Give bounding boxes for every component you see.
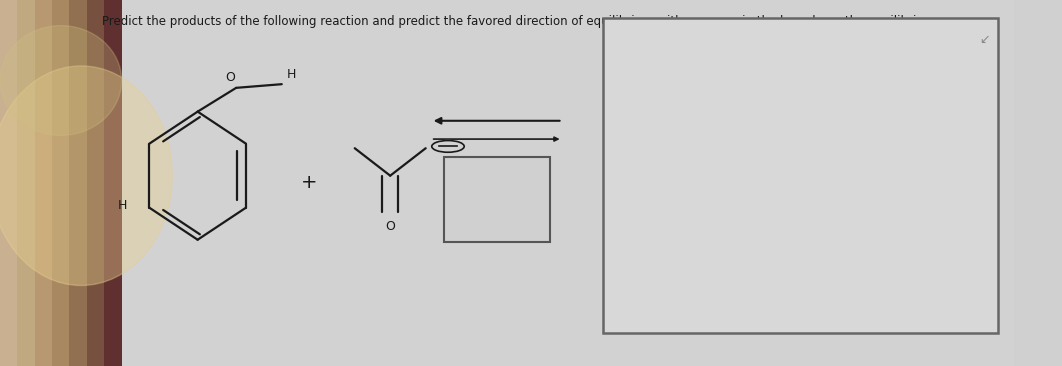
Bar: [603, 18, 998, 333]
Bar: [0, 0, 17, 366]
Bar: [52, 0, 69, 366]
Text: ↙: ↙: [980, 33, 990, 46]
Bar: [35, 0, 52, 366]
Text: O: O: [386, 220, 395, 233]
Ellipse shape: [0, 66, 172, 285]
Bar: [104, 0, 122, 366]
Bar: [87, 0, 104, 366]
Text: O: O: [225, 71, 235, 84]
Circle shape: [432, 141, 464, 152]
Text: +: +: [301, 173, 318, 193]
Bar: [444, 157, 550, 242]
Text: H: H: [118, 199, 127, 212]
Ellipse shape: [0, 26, 122, 135]
Bar: [17, 0, 35, 366]
Text: Predict the products of the following reaction and predict the favored direction: Predict the products of the following re…: [102, 15, 973, 28]
Text: H: H: [287, 67, 296, 81]
Bar: [69, 0, 87, 366]
